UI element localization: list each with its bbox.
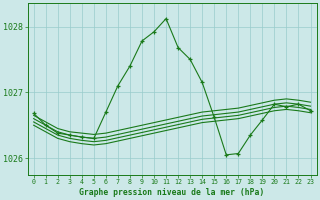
X-axis label: Graphe pression niveau de la mer (hPa): Graphe pression niveau de la mer (hPa) <box>79 188 265 197</box>
